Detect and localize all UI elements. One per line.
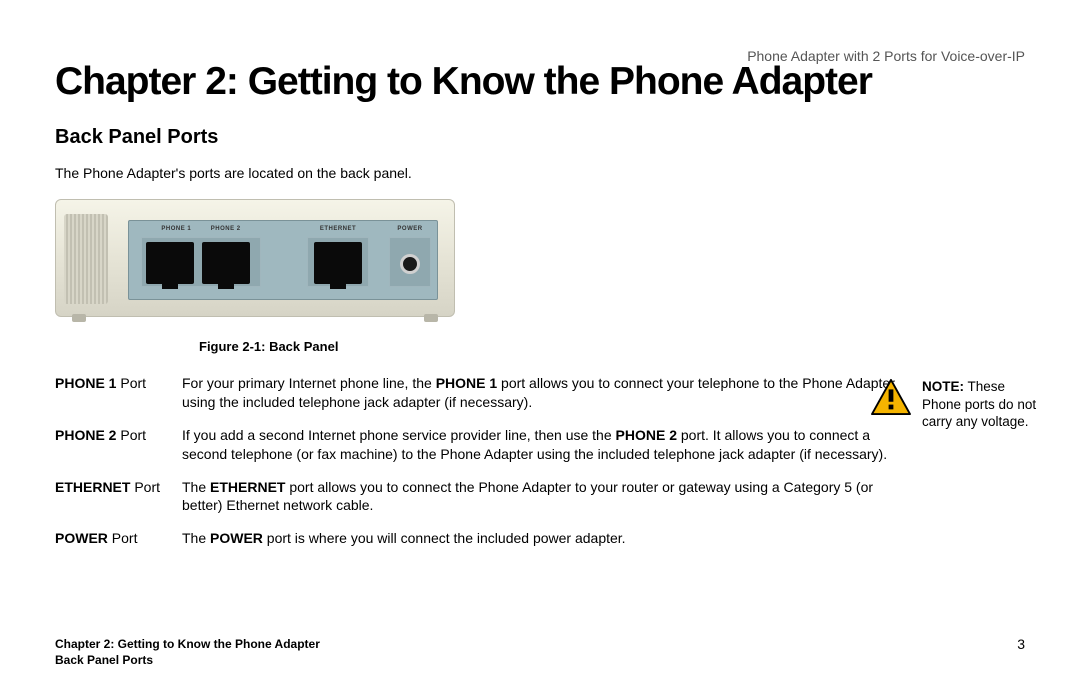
port-description-table: PHONE 1 Port For your primary Internet p… xyxy=(55,374,900,548)
footer-chapter: Chapter 2: Getting to Know the Phone Ada… xyxy=(55,636,320,652)
port-desc-cell: If you add a second Internet phone servi… xyxy=(182,426,900,464)
table-row: PHONE 2 Port If you add a second Interne… xyxy=(55,426,900,464)
figure-caption: Figure 2-1: Back Panel xyxy=(199,339,1025,354)
footer-left: Chapter 2: Getting to Know the Phone Ada… xyxy=(55,636,320,668)
port-name-rest: Port xyxy=(116,427,146,443)
note-label: NOTE: xyxy=(922,379,964,394)
device-vent xyxy=(64,214,108,304)
device-foot-left xyxy=(72,314,86,322)
phone2-label: PHONE 2 xyxy=(211,226,241,232)
phone-port-labels: PHONE 1 PHONE 2 xyxy=(142,226,260,232)
port-label-cell: PHONE 2 Port xyxy=(55,426,182,464)
section-title: Back Panel Ports xyxy=(55,126,1025,149)
port-name-rest: Port xyxy=(130,479,160,495)
device-faceplate: PHONE 1 PHONE 2 ETHERNET POWER xyxy=(128,220,438,300)
ethernet-label: ETHERNET xyxy=(308,226,368,232)
port-desc-bold: ETHERNET xyxy=(210,479,285,495)
table-row: POWER Port The POWER port is where you w… xyxy=(55,529,900,548)
port-desc-bold: PHONE 1 xyxy=(436,375,497,391)
port-name-bold: PHONE 1 xyxy=(55,375,116,391)
device-figure: PHONE 1 PHONE 2 ETHERNET POWER xyxy=(55,199,455,329)
port-name-bold: ETHERNET xyxy=(55,479,130,495)
port-desc-cell: The ETHERNET port allows you to connect … xyxy=(182,478,900,516)
port-desc-post: port allows you to connect the Phone Ada… xyxy=(182,479,873,514)
port-name-rest: Port xyxy=(116,375,146,391)
page-footer: Chapter 2: Getting to Know the Phone Ada… xyxy=(55,636,1025,668)
port-desc-pre: The xyxy=(182,479,210,495)
port-name-bold: POWER xyxy=(55,530,108,546)
phone1-port xyxy=(146,242,194,284)
port-desc-cell: The POWER port is where you will connect… xyxy=(182,529,900,548)
power-port xyxy=(400,254,420,274)
footer-section: Back Panel Ports xyxy=(55,652,320,668)
power-port-group: POWER xyxy=(389,237,431,287)
port-name-rest: Port xyxy=(108,530,138,546)
note-text: NOTE: These Phone ports do not carry any… xyxy=(922,378,1040,431)
chapter-title: Chapter 2: Getting to Know the Phone Ada… xyxy=(55,60,1025,104)
phone1-label: PHONE 1 xyxy=(161,226,191,232)
port-desc-pre: The xyxy=(182,530,210,546)
port-desc-bold: PHONE 2 xyxy=(616,427,677,443)
phone-port-group: PHONE 1 PHONE 2 xyxy=(141,237,261,287)
header-product-name: Phone Adapter with 2 Ports for Voice-ove… xyxy=(747,48,1025,64)
port-desc-pre: If you add a second Internet phone servi… xyxy=(182,427,616,443)
device-body: PHONE 1 PHONE 2 ETHERNET POWER xyxy=(55,199,455,317)
phone2-port xyxy=(202,242,250,284)
device-foot-right xyxy=(424,314,438,322)
table-row: ETHERNET Port The ETHERNET port allows y… xyxy=(55,478,900,516)
port-desc-bold: POWER xyxy=(210,530,263,546)
port-label-cell: ETHERNET Port xyxy=(55,478,182,516)
port-name-bold: PHONE 2 xyxy=(55,427,116,443)
port-desc-cell: For your primary Internet phone line, th… xyxy=(182,374,900,412)
port-label-cell: PHONE 1 Port xyxy=(55,374,182,412)
note-callout: NOTE: These Phone ports do not carry any… xyxy=(870,378,1040,431)
port-label-cell: POWER Port xyxy=(55,529,182,548)
port-desc-post: port is where you will connect the inclu… xyxy=(263,530,626,546)
port-desc-pre: For your primary Internet phone line, th… xyxy=(182,375,436,391)
table-row: PHONE 1 Port For your primary Internet p… xyxy=(55,374,900,412)
page-number: 3 xyxy=(1017,636,1025,668)
warning-icon xyxy=(870,378,912,416)
ethernet-port-group: ETHERNET xyxy=(307,237,369,287)
section-intro: The Phone Adapter's ports are located on… xyxy=(55,165,1025,181)
ethernet-port xyxy=(314,242,362,284)
power-label: POWER xyxy=(390,226,430,232)
